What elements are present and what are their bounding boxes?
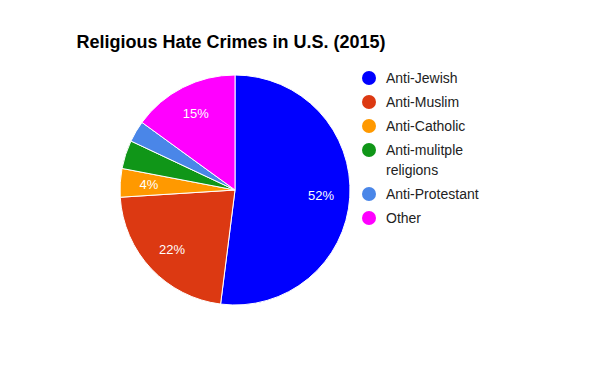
html-text:Anti-Protestant: Anti-Protestant — [386, 186, 479, 202]
svg-text:4%: 4% — [140, 177, 159, 192]
svg-text:52%: 52% — [308, 188, 334, 203]
svg-text:15%: 15% — [183, 106, 209, 121]
svg-text:22%: 22% — [159, 242, 185, 257]
html-text:Religious Hate Crimes in U.S.: Religious Hate Crimes in U.S. (2015) — [76, 32, 386, 52]
html-text:Anti-mulitple religions: Anti-mulitple religions — [386, 142, 463, 178]
html-text:Anti-Muslim: Anti-Muslim — [386, 94, 460, 110]
html-text:Anti-Catholic: Anti-Catholic — [386, 118, 466, 134]
html-text:Anti-Jewish: Anti-Jewish — [386, 70, 458, 86]
html-text:Other: Other — [386, 210, 421, 226]
